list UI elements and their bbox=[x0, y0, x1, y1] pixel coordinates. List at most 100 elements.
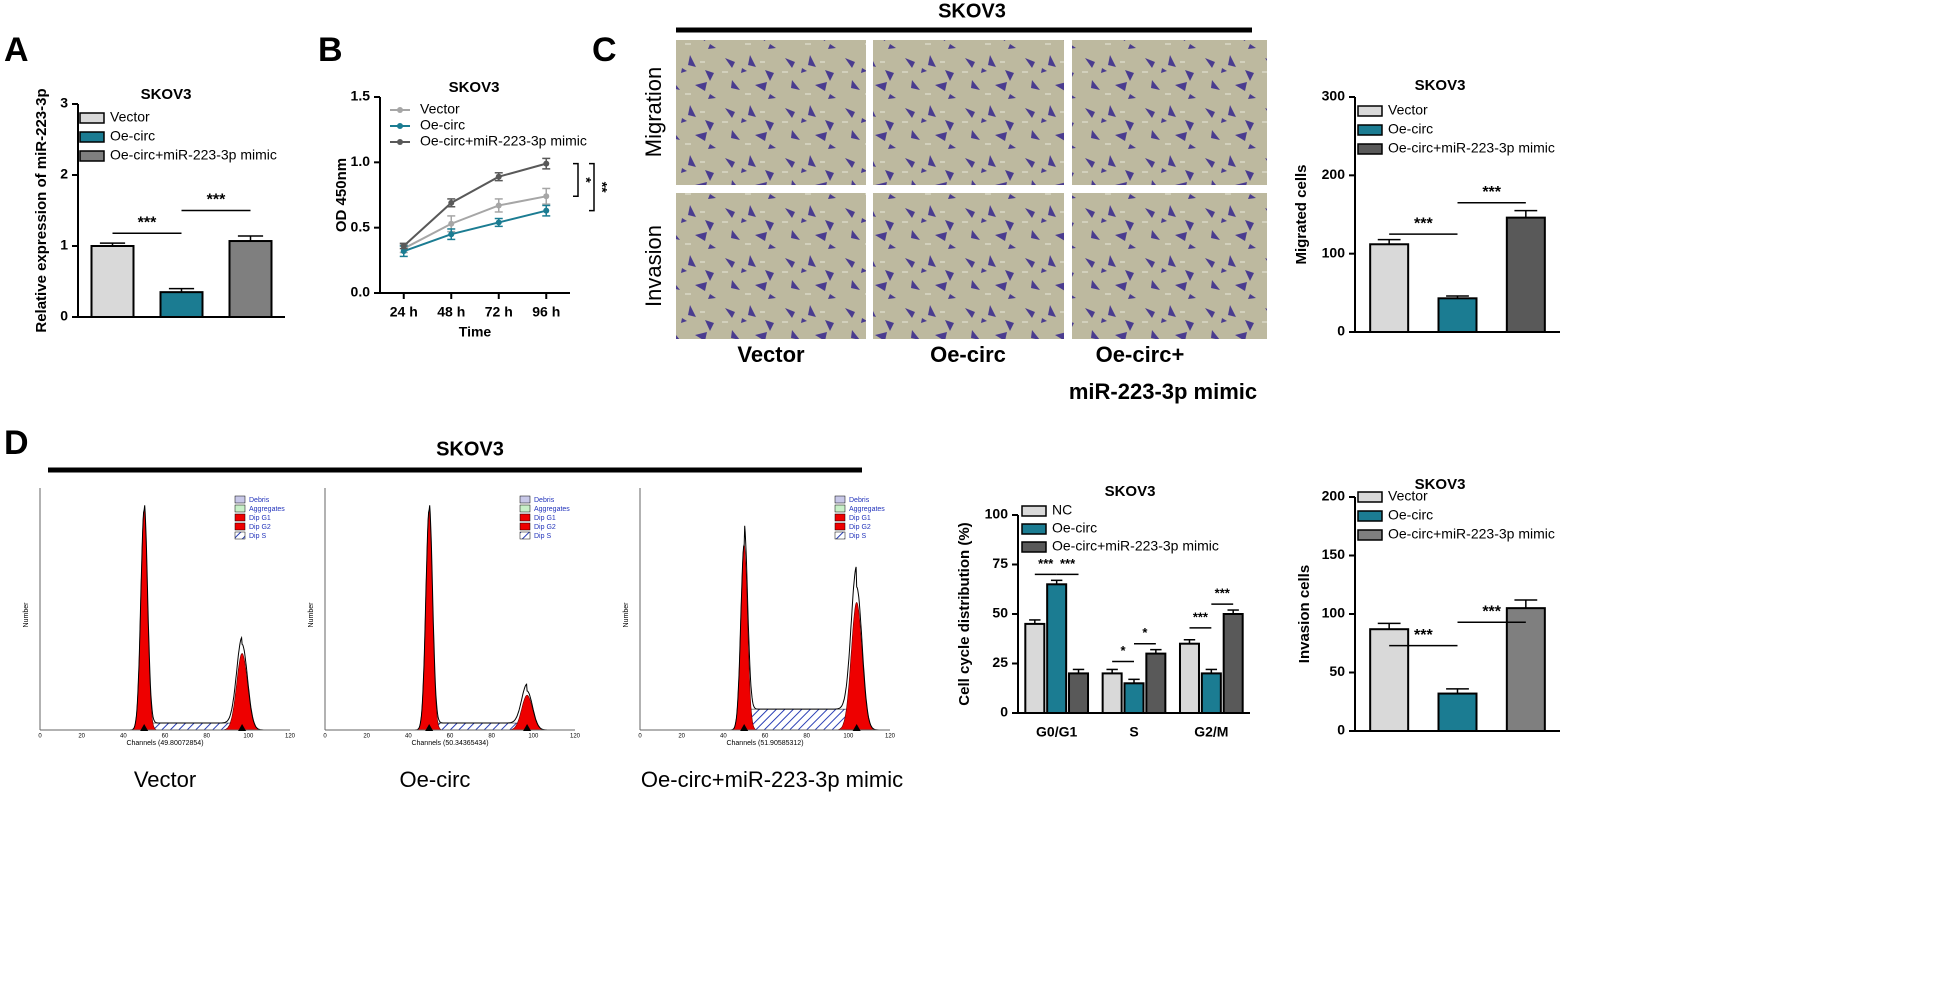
legend-swatch bbox=[397, 123, 403, 129]
y-tick-label: 2 bbox=[60, 166, 68, 182]
y-axis-label: Migrated cells bbox=[1293, 164, 1310, 264]
y-tick-label: 0 bbox=[1337, 323, 1345, 339]
column-label: Oe-circ+ bbox=[1096, 342, 1185, 367]
significance-bracket bbox=[589, 162, 595, 212]
legend-swatch bbox=[519, 504, 531, 513]
micrograph bbox=[873, 40, 1064, 185]
y-axis-label: Invasion cells bbox=[1296, 565, 1313, 663]
legend-label: Debris bbox=[849, 497, 870, 504]
micrographs bbox=[676, 40, 1267, 339]
x-axis-label: Channels (49.80072854) bbox=[126, 740, 203, 747]
y-axis-label: Relative expression of miR-223-3p bbox=[33, 88, 50, 332]
point bbox=[495, 219, 502, 226]
bar bbox=[159, 291, 204, 318]
legend-label: Debris bbox=[249, 497, 270, 504]
y-tick-label: 300 bbox=[1322, 88, 1346, 104]
significance-label: *** bbox=[1060, 556, 1076, 571]
histogram-label: Oe-circ bbox=[400, 767, 471, 792]
legend-swatch bbox=[1357, 529, 1383, 541]
chart: SKOV3 Relative expression of miR-223-3p 0 1… bbox=[33, 86, 285, 333]
legend-swatch bbox=[234, 495, 246, 504]
legend-label: Oe-circ bbox=[1388, 121, 1433, 137]
significance-label: *** bbox=[1414, 215, 1433, 232]
y-tick-label: 0 bbox=[1337, 722, 1345, 738]
line bbox=[403, 162, 547, 247]
legend-label: Debris bbox=[534, 497, 555, 504]
legend-label: Vector bbox=[1388, 102, 1428, 118]
legend-swatch bbox=[1357, 491, 1383, 503]
legend-swatch bbox=[1021, 541, 1047, 553]
legend-label: Dip G1 bbox=[849, 515, 871, 522]
x-tick-label: 20 bbox=[78, 734, 85, 740]
line bbox=[403, 209, 547, 253]
x-tick-label: 120 bbox=[885, 734, 896, 740]
legend-label: Oe-circ bbox=[1388, 507, 1433, 523]
x-tick-label: 60 bbox=[162, 734, 169, 740]
legend-label: Dip G1 bbox=[534, 515, 556, 522]
bar bbox=[1437, 297, 1478, 334]
y-tick-label: 100 bbox=[1322, 605, 1346, 621]
chart: SKOV3 OD 450nm 0.0 0.5 1.0 1.5 VectorOe-circOe… bbox=[333, 79, 610, 340]
legend-swatch bbox=[519, 495, 531, 504]
header: SKOV3 bbox=[938, 0, 1006, 22]
x-tick-label: 100 bbox=[243, 734, 254, 740]
histograms: 0 20 40 60 80 100 120 Channels (49.80072854) Num… bbox=[23, 488, 903, 792]
x-axis-label: Channels (50.34365434) bbox=[411, 740, 488, 747]
panel-letter: D bbox=[4, 424, 29, 462]
legend-label: Oe-circ bbox=[110, 128, 155, 144]
significance-label: *** bbox=[1038, 556, 1054, 571]
significance-label: *** bbox=[1193, 609, 1209, 624]
legend-swatch bbox=[234, 513, 246, 522]
legend-swatch bbox=[1357, 143, 1383, 155]
x-tick-label: 80 bbox=[203, 734, 210, 740]
x-tick-label: 40 bbox=[120, 734, 127, 740]
legend-swatch bbox=[834, 513, 846, 522]
fit-outline bbox=[702, 525, 890, 731]
chart-title: SKOV3 bbox=[1415, 476, 1466, 493]
panel-letter: C bbox=[592, 31, 617, 69]
x-tick-label: 120 bbox=[285, 734, 296, 740]
bar bbox=[1123, 682, 1145, 714]
marker bbox=[238, 724, 247, 731]
legend-swatch bbox=[834, 504, 846, 513]
legend-label: Oe-circ+miR-223-3p mimic bbox=[1388, 140, 1555, 156]
bar bbox=[1437, 692, 1478, 732]
bar bbox=[1200, 672, 1222, 715]
chart-title: SKOV3 bbox=[141, 86, 192, 103]
y-tick-label: 150 bbox=[1322, 546, 1346, 562]
chart: SKOV3 Invasion cells 0 50 100 150 200 Vector Oe-… bbox=[1296, 476, 1560, 738]
x-tick-label: 48 h bbox=[437, 304, 465, 320]
chart-title: SKOV3 bbox=[1415, 77, 1466, 94]
legend-label: Aggregates bbox=[249, 506, 285, 513]
x-tick-label: S bbox=[1129, 724, 1138, 740]
significance-label: * bbox=[1121, 643, 1127, 658]
bar bbox=[1145, 652, 1167, 714]
point bbox=[495, 202, 502, 209]
significance-label: * bbox=[578, 177, 594, 183]
legend-swatch bbox=[834, 522, 846, 531]
x-tick-label: 40 bbox=[405, 734, 412, 740]
significance-label: *** bbox=[207, 192, 226, 209]
point bbox=[400, 242, 407, 249]
x-tick-label: 20 bbox=[678, 734, 685, 740]
legend-swatch bbox=[1357, 105, 1383, 117]
x-tick-label: 80 bbox=[488, 734, 495, 740]
significance-label: *** bbox=[138, 214, 157, 231]
legend-swatch bbox=[79, 150, 105, 162]
panel-letter: A bbox=[4, 31, 29, 69]
legend-swatch bbox=[834, 495, 846, 504]
significance-label: *** bbox=[1482, 603, 1501, 620]
legend-swatch bbox=[397, 107, 403, 113]
marker bbox=[852, 724, 861, 731]
s-phase bbox=[743, 708, 857, 731]
legend-label: Vector bbox=[110, 109, 150, 125]
point bbox=[448, 199, 455, 206]
row-label: Migration bbox=[641, 67, 666, 157]
bar bbox=[1024, 622, 1046, 715]
column-label: Vector bbox=[737, 342, 805, 367]
column-label: Oe-circ bbox=[930, 342, 1006, 367]
histogram-label: Vector bbox=[134, 767, 196, 792]
chart: SKOV3 Cell cycle distribution (%) 0 25 50 75 1… bbox=[956, 483, 1250, 740]
x-tick-label: 0 bbox=[323, 734, 327, 740]
legend-swatch bbox=[79, 131, 105, 143]
